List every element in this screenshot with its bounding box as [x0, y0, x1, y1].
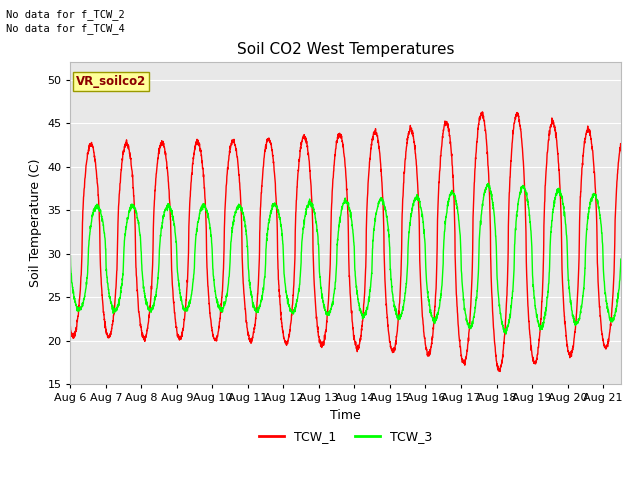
Legend: TCW_1, TCW_3: TCW_1, TCW_3 — [254, 425, 437, 448]
TCW_1 — [189, 161, 196, 167]
Line: TCW_1: TCW_1 — [70, 112, 621, 372]
TCW_1 — [422, 347, 430, 353]
TCW_3 — [189, 284, 196, 289]
TCW_1 — [67, 324, 74, 330]
X-axis label: Time: Time — [330, 408, 361, 421]
TCW_1 — [430, 317, 438, 323]
TCW_3 — [484, 180, 492, 186]
Text: No data for f_TCW_2: No data for f_TCW_2 — [6, 9, 125, 20]
TCW_1 — [239, 258, 246, 264]
TCW_1 — [566, 350, 573, 356]
TCW_3 — [617, 256, 625, 262]
TCW_3 — [422, 276, 430, 282]
TCW_3 — [67, 253, 74, 259]
TCW_3 — [502, 331, 509, 337]
Title: Soil CO2 West Temperatures: Soil CO2 West Temperatures — [237, 42, 454, 57]
TCW_3 — [602, 291, 609, 297]
Text: VR_soilco2: VR_soilco2 — [76, 75, 146, 88]
TCW_1 — [617, 143, 625, 148]
TCW_3 — [566, 289, 573, 295]
Y-axis label: Soil Temperature (C): Soil Temperature (C) — [29, 159, 42, 288]
TCW_3 — [239, 209, 246, 215]
TCW_1 — [602, 345, 609, 351]
TCW_1 — [479, 109, 486, 115]
Line: TCW_3: TCW_3 — [70, 183, 621, 334]
TCW_3 — [430, 318, 438, 324]
TCW_1 — [496, 369, 504, 374]
Text: No data for f_TCW_4: No data for f_TCW_4 — [6, 23, 125, 34]
